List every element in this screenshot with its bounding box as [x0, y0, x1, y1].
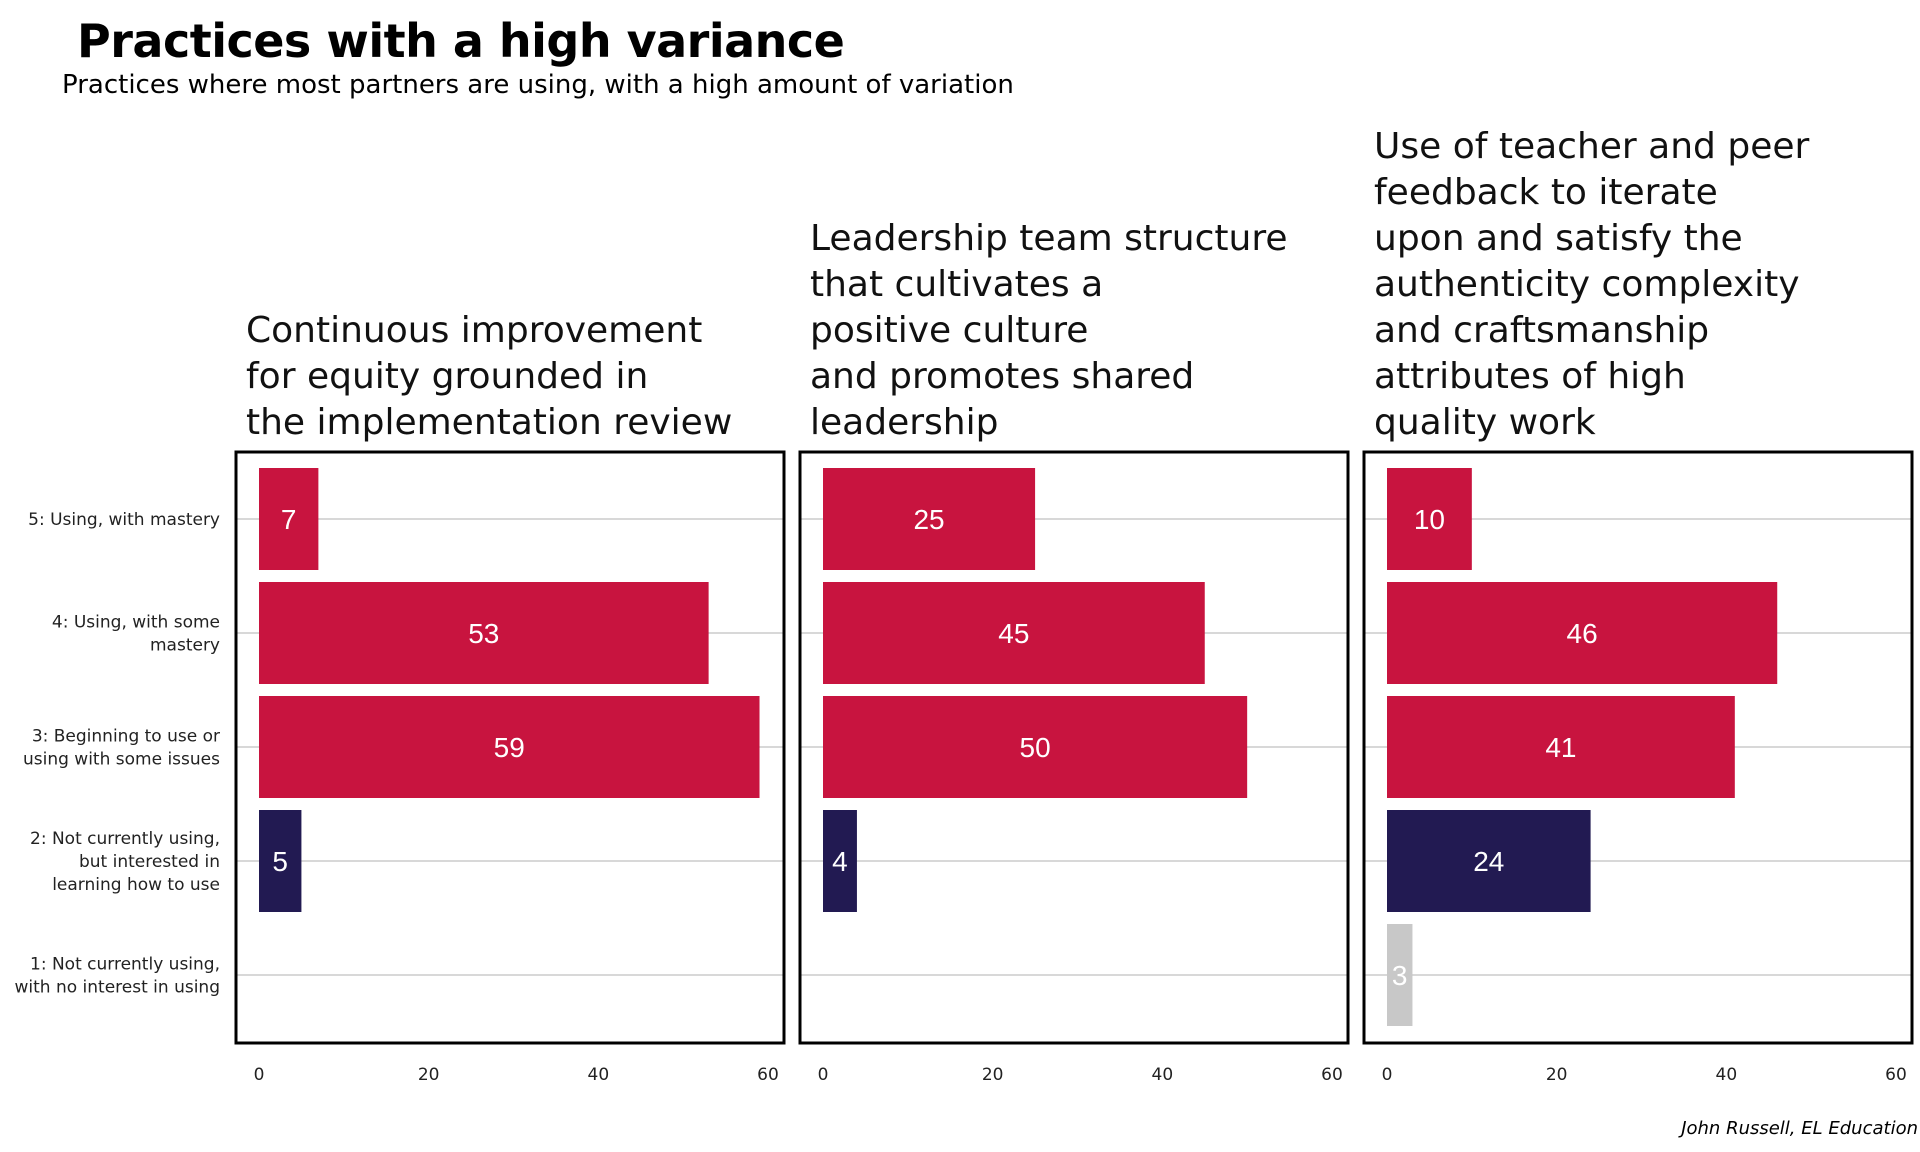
chart-caption: John Russell, EL Education	[1681, 1118, 1918, 1139]
panel-title-2: Leadership team structure that cultivates…	[810, 218, 1288, 443]
x-tick-panel2-40: 40	[1152, 1065, 1174, 1085]
bar-value-panel2-level4: 45	[998, 618, 1029, 649]
chart-subtitle: Practices where most partners are using,…	[62, 70, 1014, 100]
bar-value-panel3-level3: 41	[1545, 732, 1576, 763]
panel-frame-2	[798, 450, 1350, 1045]
bar-panel3-level1	[1387, 924, 1413, 1026]
bar-panel1-level5	[259, 468, 319, 570]
bar-panel2-level2	[823, 810, 857, 912]
bar-value-panel1-level2: 5	[272, 846, 288, 877]
bar-panel2-level5	[823, 468, 1036, 570]
panel-title-1: Continuous improvement for equity grounde…	[246, 310, 732, 443]
bar-panel1-level3	[259, 696, 760, 798]
x-tick-panel3-0: 0	[1382, 1065, 1393, 1085]
bar-value-panel3-level2: 24	[1473, 846, 1504, 877]
bar-value-panel3-level1: 3	[1392, 960, 1408, 991]
x-tick-panel1-40: 40	[588, 1065, 610, 1085]
x-tick-panel3-20: 20	[1546, 1065, 1568, 1085]
bar-value-panel1-level4: 53	[468, 618, 499, 649]
x-tick-panel2-0: 0	[818, 1065, 829, 1085]
bar-panel3-level2	[1387, 810, 1591, 912]
panel-frame-1	[234, 450, 786, 1045]
bar-value-panel2-level3: 50	[1020, 732, 1051, 763]
bar-panel3-level5	[1387, 468, 1472, 570]
x-tick-panel3-40: 40	[1716, 1065, 1738, 1085]
bar-value-panel1-level3: 59	[494, 732, 525, 763]
bar-value-panel3-level5: 10	[1414, 504, 1445, 535]
bar-panel3-level3	[1387, 696, 1735, 798]
bar-value-panel2-level5: 25	[913, 504, 944, 535]
chart-title: Practices with a high variance	[77, 14, 845, 68]
bar-panel1-level4	[259, 582, 709, 684]
panel-title-3: Use of teacher and peer feedback to itera…	[1374, 126, 1809, 443]
x-tick-panel3-60: 60	[1885, 1065, 1907, 1085]
bar-panel3-level4	[1387, 582, 1778, 684]
bar-value-panel2-level2: 4	[832, 846, 848, 877]
panel-frame-3	[1362, 450, 1914, 1045]
bar-panel2-level3	[823, 696, 1248, 798]
bar-panel1-level2	[259, 810, 302, 912]
bar-panel2-level4	[823, 582, 1205, 684]
category-label-1: 1: Not currently using, with no interest …	[15, 955, 221, 998]
x-tick-panel1-60: 60	[757, 1065, 779, 1085]
x-tick-panel2-20: 20	[982, 1065, 1004, 1085]
bar-value-panel1-level5: 7	[281, 504, 297, 535]
category-label-4: 4: Using, with some mastery	[52, 613, 220, 656]
category-label-2: 2: Not currently using, but interested in…	[30, 829, 220, 895]
category-label-3: 3: Beginning to use or using with some is…	[23, 727, 220, 770]
category-label-5: 5: Using, with mastery	[28, 510, 220, 530]
x-tick-panel1-0: 0	[254, 1065, 265, 1085]
bar-value-panel3-level4: 46	[1567, 618, 1598, 649]
x-tick-panel2-60: 60	[1321, 1065, 1343, 1085]
x-tick-panel1-20: 20	[418, 1065, 440, 1085]
